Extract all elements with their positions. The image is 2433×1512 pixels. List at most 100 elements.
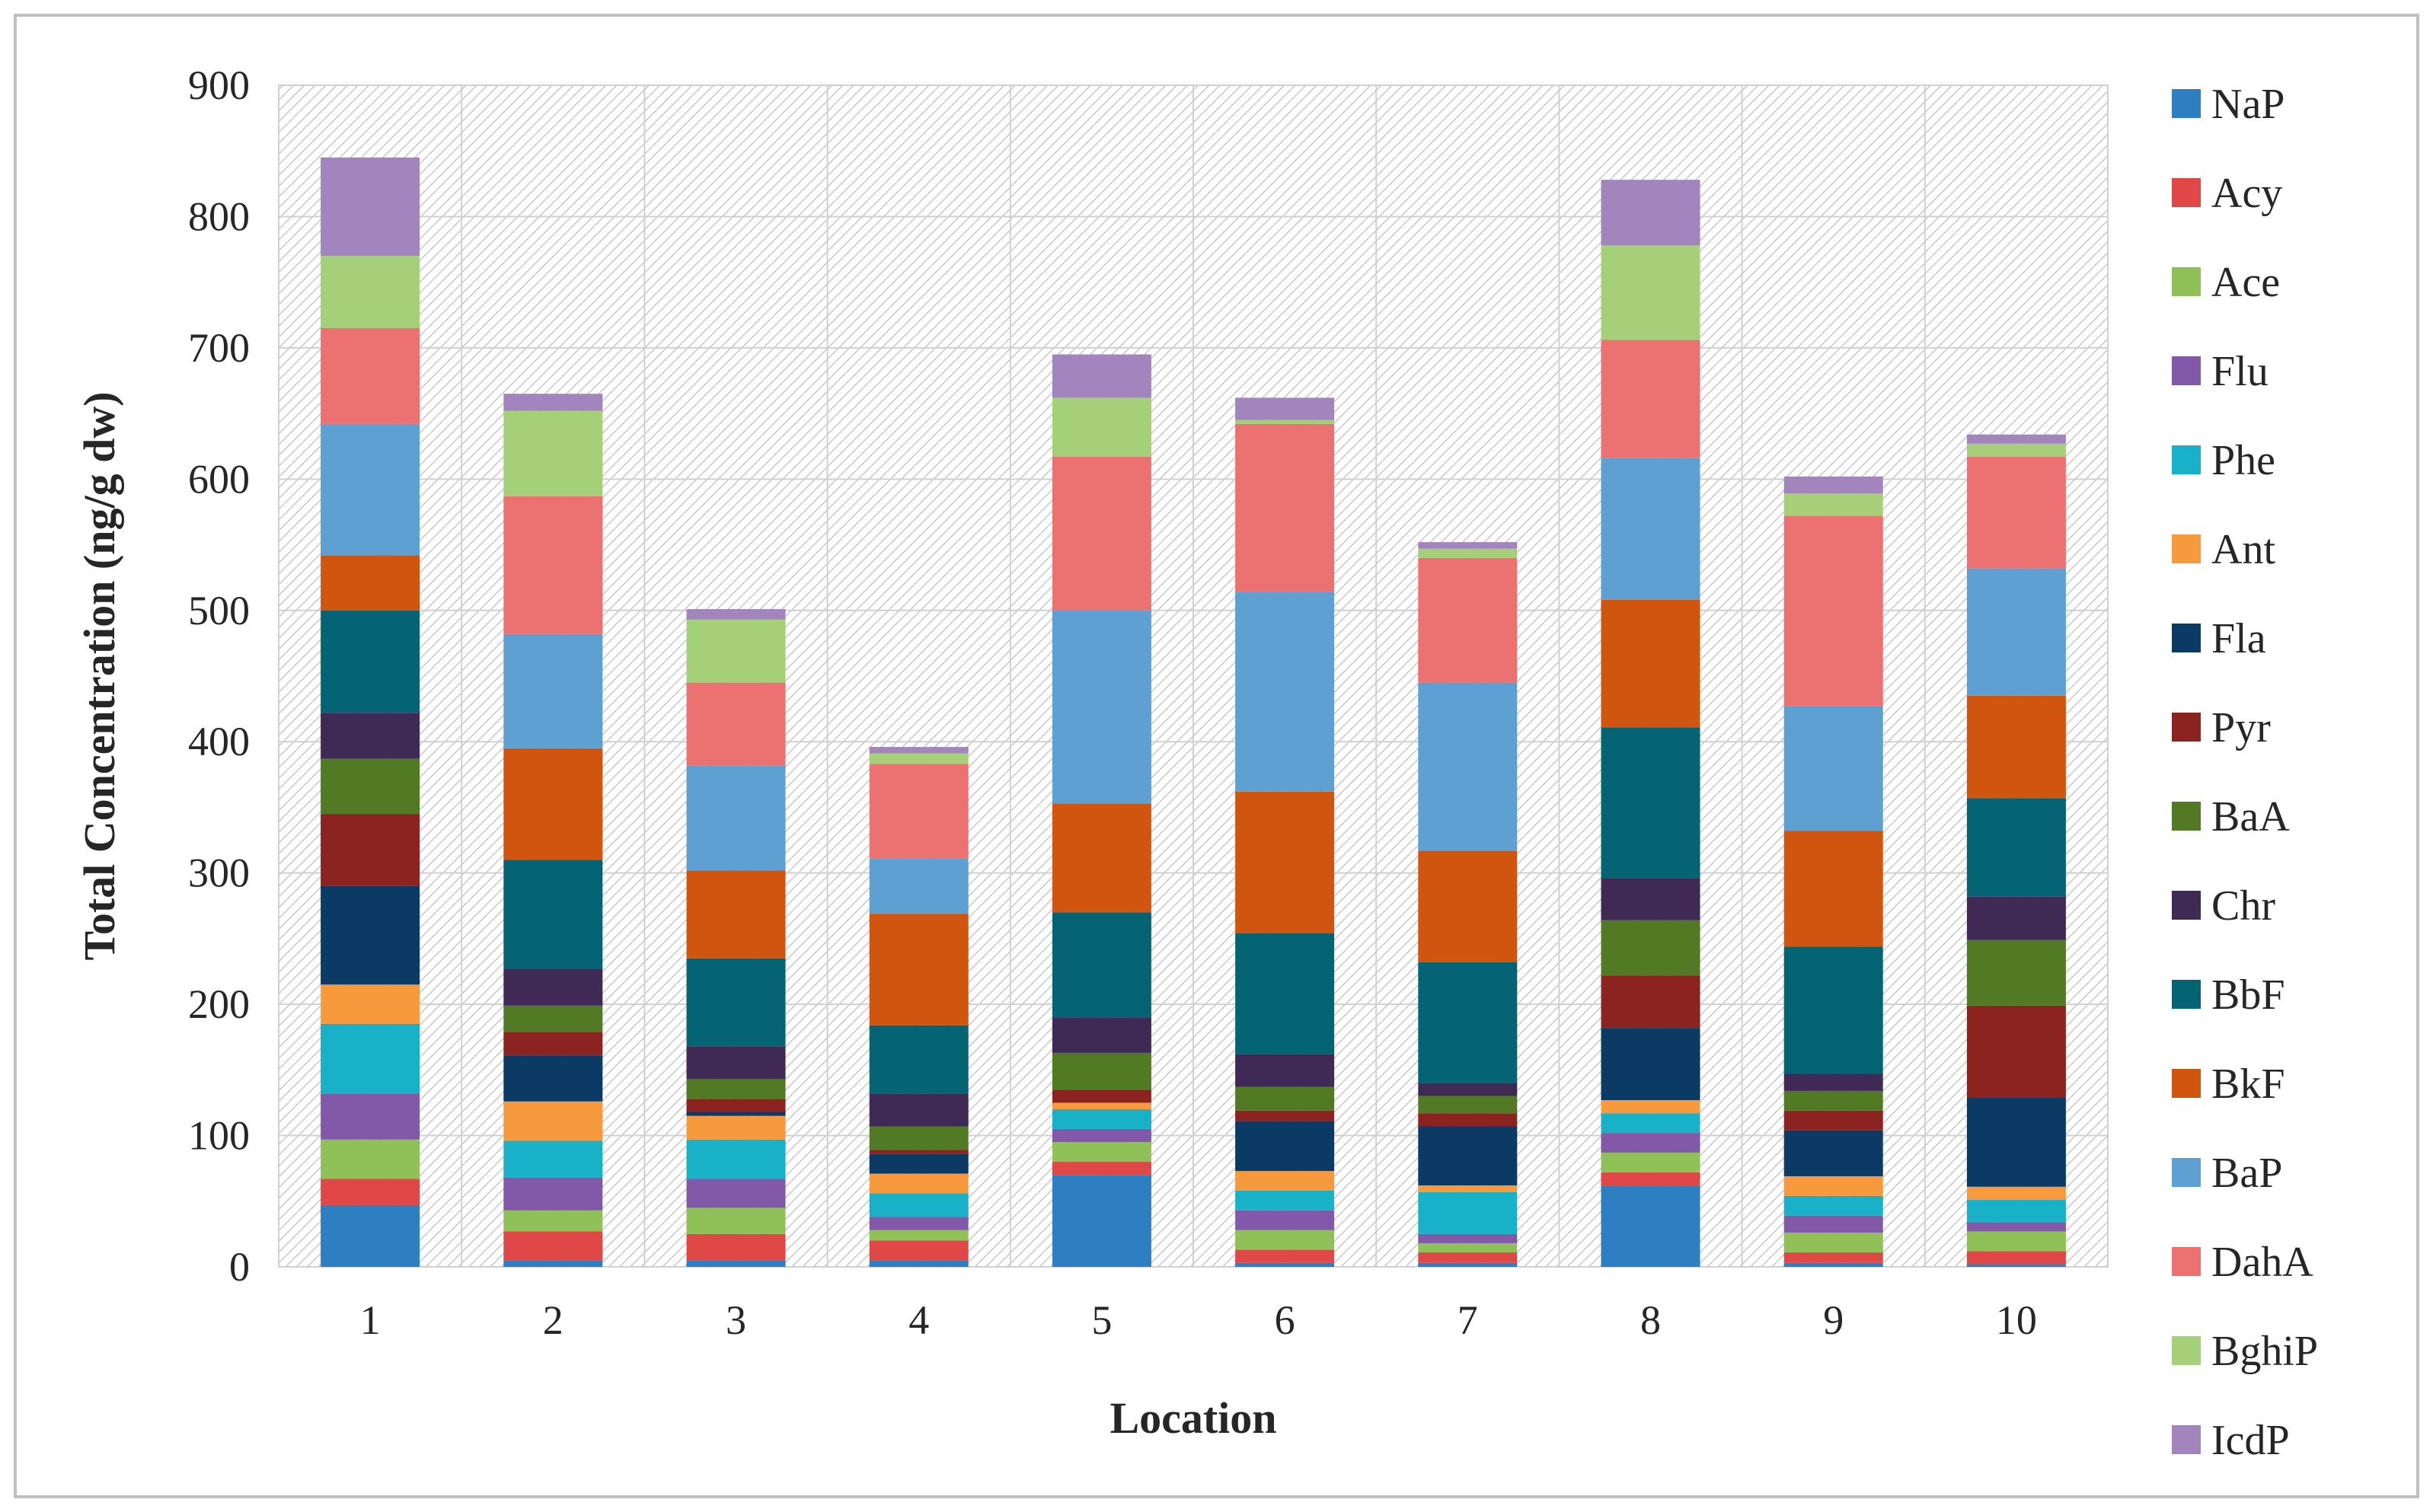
legend-label-phe: Phe (2211, 437, 2275, 484)
bar-segment-pyr-loc-5 (1052, 1089, 1151, 1103)
bar-segment-chr-loc-7 (1418, 1083, 1518, 1096)
bar-segment-bap-loc-7 (1418, 682, 1518, 851)
bar-segment-icdp-loc-8 (1601, 180, 1700, 246)
bar-segment-bghip-loc-5 (1052, 397, 1151, 458)
bar-segment-phe-loc-7 (1418, 1191, 1518, 1234)
bar-segment-bap-loc-10 (1966, 568, 2066, 696)
bar-segment-daha-loc-9 (1783, 515, 1883, 707)
bar-segment-phe-loc-9 (1783, 1195, 1883, 1216)
bar-segment-fla-loc-1 (321, 885, 420, 985)
bar-segment-chr-loc-4 (869, 1093, 969, 1127)
bar-segment-flu-loc-2 (503, 1177, 603, 1211)
x-tick-label: 2 (543, 1297, 564, 1343)
bar-segment-fla-loc-9 (1783, 1130, 1883, 1177)
bar-segment-fla-loc-7 (1418, 1126, 1518, 1186)
y-tick-label: 600 (188, 456, 250, 502)
bar-segment-bghip-loc-7 (1418, 548, 1518, 558)
bar-segment-icdp-loc-7 (1418, 542, 1518, 549)
bar-segment-acy-loc-5 (1052, 1162, 1151, 1175)
bar-segment-ace-loc-2 (503, 1210, 603, 1232)
bar-segment-phe-loc-6 (1235, 1190, 1335, 1211)
bar-segment-icdp-loc-9 (1783, 476, 1883, 494)
legend-swatch-bbf (2172, 980, 2201, 1009)
bar-segment-ace-loc-4 (869, 1230, 969, 1241)
legend-label-nap: NaP (2211, 81, 2285, 128)
bar-segment-fla-loc-10 (1966, 1097, 2066, 1187)
legend-label-chr: Chr (2211, 882, 2275, 930)
legend-swatch-fla (2172, 624, 2201, 652)
legend-label-daha: DahA (2211, 1239, 2313, 1286)
bar-segment-chr-loc-3 (686, 1046, 786, 1080)
bar-segment-daha-loc-2 (503, 496, 603, 634)
legend-swatch-ant (2172, 534, 2201, 563)
bar-segment-chr-loc-1 (321, 713, 420, 759)
legend-swatch-chr (2172, 891, 2201, 920)
bar-segment-bghip-loc-4 (869, 753, 969, 764)
bar-segment-daha-loc-5 (1052, 457, 1151, 611)
bar-segment-pyr-loc-3 (686, 1099, 786, 1112)
bar-segment-ant-loc-1 (321, 984, 420, 1024)
bar-segment-icdp-loc-6 (1235, 397, 1335, 420)
bar-segment-baa-loc-5 (1052, 1052, 1151, 1090)
bar-segment-daha-loc-3 (686, 682, 786, 766)
x-tick-label: 10 (1996, 1297, 2037, 1343)
bar-segment-ant-loc-3 (686, 1115, 786, 1140)
bar-segment-baa-loc-2 (503, 1005, 603, 1032)
bar-segment-ant-loc-9 (1783, 1176, 1883, 1196)
bar-segment-bghip-loc-6 (1235, 419, 1335, 424)
bar-segment-bghip-loc-3 (686, 619, 786, 683)
x-tick-label: 4 (908, 1297, 929, 1343)
bar-segment-acy-loc-3 (686, 1233, 786, 1261)
legend-swatch-ace (2172, 267, 2201, 296)
bar-segment-ant-loc-6 (1235, 1171, 1335, 1191)
bar-segment-nap-loc-3 (686, 1260, 786, 1267)
y-tick-label: 0 (229, 1244, 250, 1290)
bar-segment-bbf-loc-8 (1601, 727, 1700, 879)
bar-segment-pyr-loc-4 (869, 1150, 969, 1154)
bar-segment-daha-loc-8 (1601, 340, 1700, 458)
x-tick-label: 9 (1823, 1297, 1844, 1343)
x-tick-label: 6 (1275, 1297, 1295, 1343)
legend-label-baa: BaA (2211, 793, 2290, 841)
y-tick-label: 300 (188, 850, 250, 896)
bar-segment-flu-loc-1 (321, 1093, 420, 1140)
bar-segment-bap-loc-9 (1783, 706, 1883, 831)
bar-segment-ace-loc-9 (1783, 1233, 1883, 1253)
bar-segment-flu-loc-5 (1052, 1128, 1151, 1143)
x-tick-label: 7 (1458, 1297, 1478, 1343)
y-tick-label: 200 (188, 981, 250, 1027)
bar-segment-chr-loc-8 (1601, 878, 1700, 920)
legend: NaP Acy Ace Flu Phe Ant Fla Pyr BaA Chr BbF BkF BaP D… (2172, 81, 2318, 1464)
x-tick-label: 1 (360, 1297, 381, 1343)
bar-segment-pyr-loc-1 (321, 814, 420, 886)
bar-segment-acy-loc-9 (1783, 1252, 1883, 1263)
bar-segment-icdp-loc-1 (321, 157, 420, 257)
legend-label-pyr: Pyr (2211, 704, 2271, 751)
bar-segment-daha-loc-4 (869, 764, 969, 859)
bar-segment-ace-loc-8 (1601, 1152, 1700, 1172)
bar-segment-flu-loc-3 (686, 1179, 786, 1208)
bar-segment-bkf-loc-1 (321, 555, 420, 611)
bar-segment-acy-loc-10 (1966, 1251, 2066, 1265)
legend-label-ant: Ant (2211, 526, 2275, 573)
bar-segment-bkf-loc-4 (869, 914, 969, 1026)
bar-segment-ant-loc-7 (1418, 1185, 1518, 1192)
bar-segment-chr-loc-10 (1966, 896, 2066, 940)
bar-segment-ant-loc-4 (869, 1173, 969, 1194)
bar-segment-icdp-loc-2 (503, 394, 603, 411)
bar-segment-nap-loc-1 (321, 1204, 420, 1267)
bar-segment-bkf-loc-6 (1235, 791, 1335, 933)
bar-segment-bap-loc-5 (1052, 610, 1151, 804)
bar-segment-fla-loc-3 (686, 1112, 786, 1116)
bar-segment-nap-loc-5 (1052, 1175, 1151, 1267)
bar-segment-bkf-loc-5 (1052, 803, 1151, 913)
bar-segment-ant-loc-5 (1052, 1102, 1151, 1110)
bar-segment-ace-loc-6 (1235, 1230, 1335, 1250)
y-tick-label: 500 (188, 588, 250, 633)
bar-segment-phe-loc-8 (1601, 1113, 1700, 1134)
bar-segment-ace-loc-7 (1418, 1242, 1518, 1253)
bar-segment-pyr-loc-8 (1601, 975, 1700, 1029)
bar-segment-flu-loc-7 (1418, 1233, 1518, 1243)
bar-segment-nap-loc-10 (1966, 1264, 2066, 1267)
bar-segment-baa-loc-8 (1601, 920, 1700, 976)
